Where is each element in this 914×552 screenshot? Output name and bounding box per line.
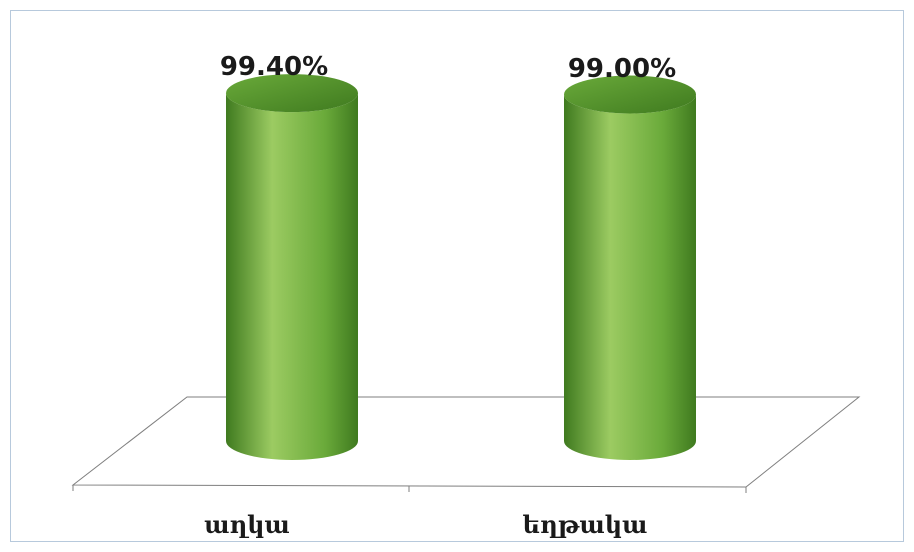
bar-1 (564, 75, 696, 460)
bar-0 (226, 74, 358, 460)
chart-frame: 99.40% 99.00% աղկա եղթակա (10, 10, 904, 542)
category-label-0: աղկա (204, 510, 290, 539)
data-label-0: 99.40% (220, 52, 328, 82)
chart-plot: 99.40% 99.00% աղկա եղթակա (71, 52, 861, 539)
bar-0-top (226, 74, 358, 113)
data-label-1: 99.00% (568, 54, 676, 84)
bar-0-body (226, 93, 358, 460)
category-label-1: եղթակա (523, 510, 648, 539)
bar-1-body (564, 94, 696, 460)
chart-floor (71, 396, 861, 488)
bar-1-top (564, 75, 696, 114)
